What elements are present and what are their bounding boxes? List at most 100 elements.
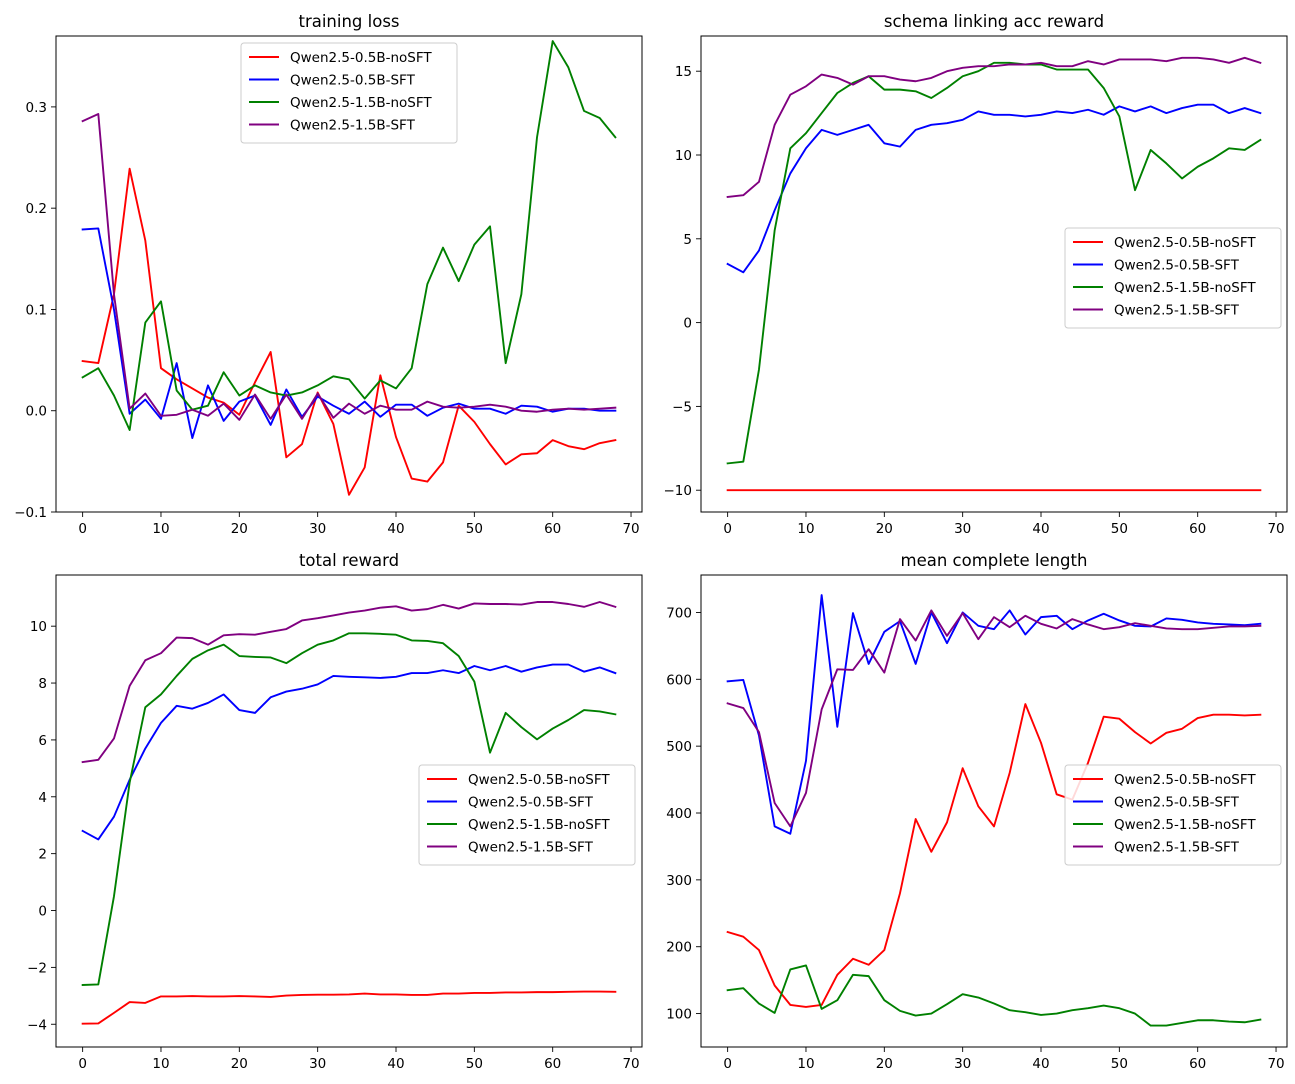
legend-label: Qwen2.5-1.5B-noSFT — [290, 95, 432, 111]
y-tick-label: 500 — [666, 739, 692, 755]
y-tick-label: 300 — [666, 873, 692, 889]
x-tick-label: 30 — [954, 1056, 971, 1072]
y-tick-label: −2 — [27, 960, 47, 976]
series-group — [726, 594, 1262, 1027]
legend-label: Qwen2.5-1.5B-SFT — [290, 118, 416, 134]
series-line-qwen2-5-1-5b-nosft — [726, 964, 1262, 1027]
x-tick-label: 70 — [1267, 521, 1284, 537]
y-tick-label: 5 — [683, 232, 692, 248]
axes-frame — [700, 574, 1288, 1048]
chart-panel-4: mean complete length 0 10 20 30 40 50 60 70 100 20… — [666, 551, 1288, 1072]
series-group — [81, 601, 617, 1025]
legend-label: Qwen2.5-0.5B-SFT — [290, 73, 416, 89]
x-tick-label: 0 — [78, 1056, 87, 1072]
series-line-qwen2-5-1-5b-nosft — [726, 61, 1262, 465]
y-tick-label: −10 — [664, 483, 693, 499]
x-tick-label: 70 — [1267, 1056, 1284, 1072]
legend-label: Qwen2.5-1.5B-noSFT — [1114, 817, 1256, 833]
x-tick-label: 40 — [1032, 521, 1049, 537]
legend-box — [1064, 764, 1282, 866]
legend-label: Qwen2.5-0.5B-SFT — [468, 795, 594, 811]
series-line-qwen2-5-0-5b-sft — [726, 103, 1262, 274]
x-tick-label: 10 — [152, 521, 169, 537]
chart-panel-1: training loss 0 10 20 30 40 50 60 70 −0.1 0.0 0.1 0.… — [14, 12, 643, 537]
x-tick-label: 20 — [876, 521, 893, 537]
series-line-qwen2-5-1-5b-nosft — [81, 40, 617, 431]
legend: Qwen2.5-0.5B-noSFT Qwen2.5-0.5B-SFT Qwen2.… — [1064, 227, 1282, 329]
y-tick-label: 15 — [675, 64, 692, 80]
series-line-qwen2-5-1-5b-sft — [81, 113, 617, 421]
legend-label: Qwen2.5-0.5B-noSFT — [290, 50, 432, 66]
x-tick-label: 20 — [876, 1056, 893, 1072]
legend-box — [418, 764, 636, 866]
y-tick-label: −5 — [672, 399, 692, 415]
legend-label: Qwen2.5-1.5B-noSFT — [468, 817, 610, 833]
legend-label: Qwen2.5-0.5B-SFT — [1114, 258, 1240, 274]
chart-title: total reward — [299, 551, 399, 570]
x-tick-label: 30 — [309, 1056, 326, 1072]
series-group — [81, 40, 617, 496]
series-line-qwen2-5-0-5b-sft — [81, 663, 617, 841]
legend-label: Qwen2.5-1.5B-SFT — [1114, 840, 1240, 856]
x-tick-label: 0 — [723, 1056, 732, 1072]
x-tick-label: 10 — [152, 1056, 169, 1072]
y-tick-label: 700 — [666, 605, 692, 621]
legend-label: Qwen2.5-1.5B-SFT — [468, 840, 594, 856]
x-tick-label: 10 — [797, 1056, 814, 1072]
series-line-qwen2-5-0-5b-nosft — [81, 167, 617, 496]
x-tick-label: 60 — [1189, 521, 1206, 537]
x-tick-label: 30 — [309, 521, 326, 537]
x-tick-label: 60 — [1189, 1056, 1206, 1072]
y-tick-label: 400 — [666, 806, 692, 822]
series-line-qwen2-5-1-5b-nosft — [81, 632, 617, 986]
series-line-qwen2-5-0-5b-sft — [81, 227, 617, 440]
legend-label: Qwen2.5-1.5B-SFT — [1114, 303, 1240, 319]
x-tick-label: 50 — [1111, 521, 1128, 537]
legend-box — [240, 42, 458, 144]
y-tick-label: 2 — [38, 847, 47, 863]
x-tick-label: 40 — [387, 521, 404, 537]
legend-label: Qwen2.5-0.5B-noSFT — [1114, 772, 1256, 788]
y-tick-label: 0 — [683, 316, 692, 332]
legend-label: Qwen2.5-1.5B-noSFT — [1114, 280, 1256, 296]
series-line-qwen2-5-1-5b-sft — [81, 601, 617, 764]
legend-box — [1064, 227, 1282, 329]
series-group — [726, 56, 1262, 492]
x-tick-label: 40 — [1032, 1056, 1049, 1072]
x-tick-label: 20 — [231, 521, 248, 537]
y-tick-label: 10 — [30, 619, 47, 635]
y-tick-label: 0.0 — [26, 404, 47, 420]
y-tick-label: −4 — [27, 1017, 47, 1033]
y-tick-label: 0.2 — [26, 201, 47, 217]
y-tick-label: 600 — [666, 672, 692, 688]
legend: Qwen2.5-0.5B-noSFT Qwen2.5-0.5B-SFT Qwen2.… — [1064, 764, 1282, 866]
x-tick-label: 70 — [622, 521, 639, 537]
x-tick-label: 60 — [544, 1056, 561, 1072]
y-tick-label: 8 — [38, 676, 47, 692]
x-tick-label: 0 — [78, 521, 87, 537]
x-tick-label: 30 — [954, 521, 971, 537]
chart-panel-3: total reward 0 10 20 30 40 50 60 70 −4 −2 0 2 4 6 8 10 Qw… — [27, 551, 643, 1072]
axes-frame — [700, 35, 1288, 513]
y-tick-label: 4 — [38, 790, 47, 806]
x-tick-label: 0 — [723, 521, 732, 537]
axes-frame — [55, 35, 643, 513]
x-tick-label: 20 — [231, 1056, 248, 1072]
y-tick-label: 6 — [38, 733, 47, 749]
chart-title: training loss — [298, 12, 399, 31]
y-tick-label: 10 — [675, 148, 692, 164]
chart-title: mean complete length — [901, 551, 1088, 570]
legend-label: Qwen2.5-0.5B-noSFT — [468, 772, 610, 788]
x-tick-label: 60 — [544, 521, 561, 537]
y-tick-label: 0 — [38, 904, 47, 920]
legend-label: Qwen2.5-0.5B-SFT — [1114, 795, 1240, 811]
y-tick-label: 0.3 — [26, 100, 47, 116]
x-tick-label: 50 — [1111, 1056, 1128, 1072]
y-tick-label: 0.1 — [26, 302, 47, 318]
x-tick-label: 10 — [797, 521, 814, 537]
y-tick-label: −0.1 — [14, 505, 47, 521]
series-line-qwen2-5-1-5b-sft — [726, 56, 1262, 198]
legend: Qwen2.5-0.5B-noSFT Qwen2.5-0.5B-SFT Qwen2.… — [240, 42, 458, 144]
